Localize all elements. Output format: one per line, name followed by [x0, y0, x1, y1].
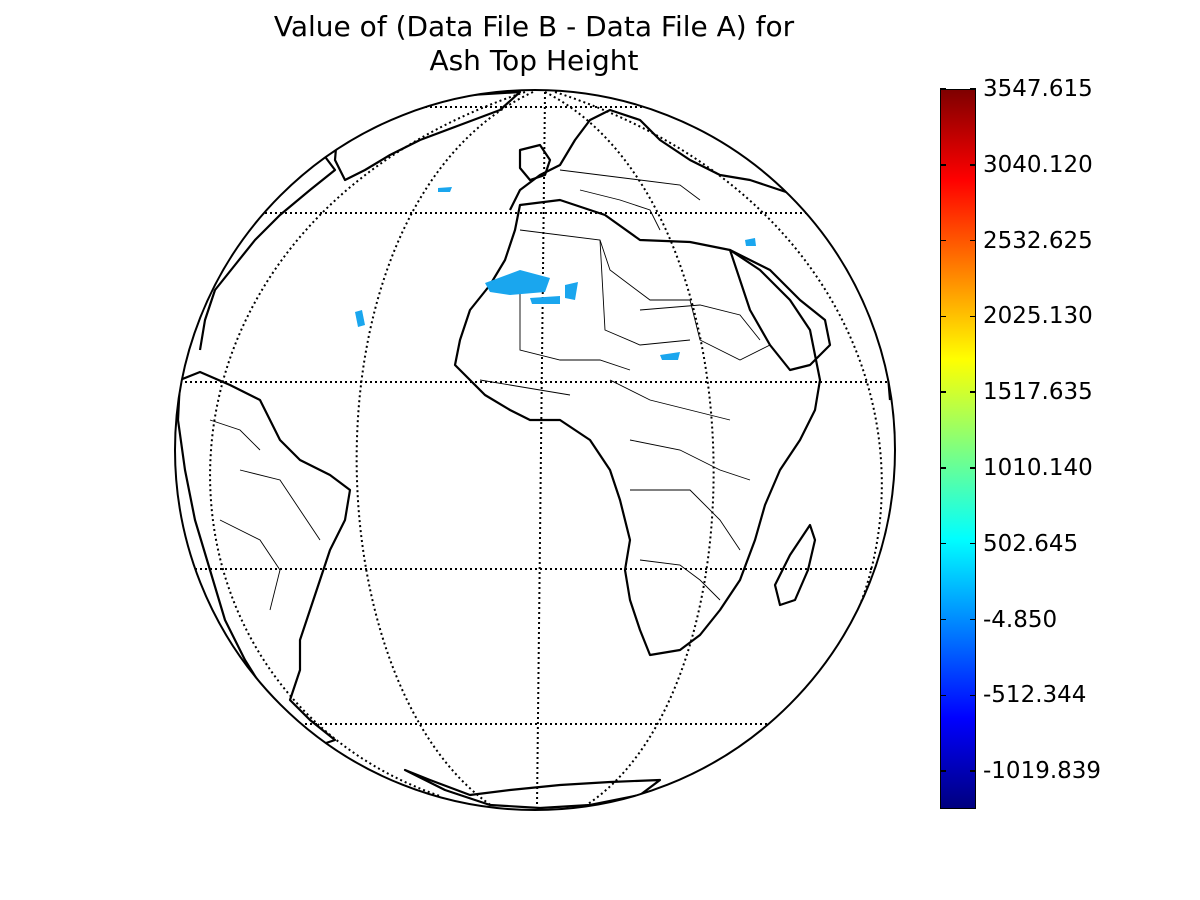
border-line	[519, 229, 690, 301]
meridian-line	[209, 91, 526, 797]
antarctica-coastline	[403, 768, 662, 810]
colorbar-tick	[970, 88, 976, 90]
colorbar-tick-label: 3547.615	[983, 76, 1093, 102]
colorbar-tick	[940, 164, 946, 166]
border-line	[519, 290, 631, 371]
border-line	[639, 559, 721, 601]
border-line	[639, 304, 761, 341]
colorbar	[940, 89, 976, 809]
title-line-1: Value of (Data File B - Data File A) for	[273, 10, 795, 43]
colorbar-tick	[970, 391, 976, 393]
colorbar-tick	[940, 618, 946, 621]
data-patch	[745, 238, 756, 246]
colorbar-tick-label: 502.645	[983, 530, 1079, 557]
data-patch	[530, 296, 560, 304]
colorbar-tick-label: 2025.130	[983, 303, 1093, 330]
colorbar-tick	[940, 542, 946, 545]
border-line	[609, 379, 731, 421]
meridian-line	[554, 91, 883, 791]
madagascar-coastline	[773, 523, 817, 607]
arabia-coastline	[728, 248, 832, 372]
coastlines	[176, 90, 892, 810]
colorbar-tick-label: -4.850	[983, 606, 1058, 633]
colorbar-tick	[970, 542, 976, 545]
globe-outline	[174, 89, 896, 811]
country-borders	[209, 169, 771, 611]
border-line	[599, 239, 691, 346]
border-line	[559, 169, 701, 201]
colorbar-tick	[940, 770, 946, 772]
colorbar-tick	[940, 88, 946, 90]
border-line	[689, 299, 771, 361]
border-line	[479, 379, 571, 396]
uk-coastline	[518, 143, 552, 182]
colorbar-tick	[940, 391, 946, 393]
colorbar-tick	[970, 315, 976, 318]
south-america-coastline	[176, 370, 352, 747]
ash-data-patches	[355, 187, 756, 360]
colorbar-tick	[970, 239, 976, 242]
border-line	[239, 469, 321, 541]
colorbar-tick	[940, 467, 946, 469]
meridian-line	[355, 91, 534, 807]
colorbar-tick-label: 1517.635	[983, 379, 1093, 406]
colorbar-tick	[970, 467, 976, 469]
border-line	[579, 189, 661, 231]
graticule	[175, 91, 895, 807]
data-patch	[565, 282, 578, 300]
colorbar-tick-label: 3040.120	[983, 151, 1093, 178]
colorbar-tick-label: -1019.839	[983, 758, 1102, 785]
meridian-line	[544, 91, 715, 807]
colorbar-tick-label: -512.344	[983, 682, 1087, 709]
greenland-coastline	[333, 90, 522, 182]
colorbar-tick	[940, 315, 946, 318]
colorbar-tick	[940, 694, 946, 697]
north-america-coastline	[198, 148, 337, 351]
data-patch	[485, 270, 550, 295]
colorbar-tick	[970, 164, 976, 166]
colorbar-tick	[970, 694, 976, 697]
border-line	[209, 419, 261, 451]
colorbar-tick	[970, 618, 976, 621]
border-line	[219, 519, 281, 611]
data-patch	[355, 310, 365, 327]
border-line	[630, 489, 741, 551]
colorbar-tick-label: 2532.625	[983, 227, 1093, 254]
title-line-2: Ash Top Height	[429, 44, 639, 77]
europe-coastline	[509, 108, 892, 401]
border-line	[629, 439, 751, 481]
colorbar-tick-label: 1010.140	[983, 454, 1093, 481]
data-patch	[438, 187, 452, 192]
colorbar-tick	[940, 239, 946, 242]
colorbar-tick	[970, 770, 976, 772]
data-patch	[660, 352, 680, 360]
plot-title: Value of (Data File B - Data File A) for…	[234, 10, 834, 78]
meridian-line	[536, 91, 546, 807]
africa-coastline	[453, 198, 822, 657]
globe	[175, 90, 895, 810]
